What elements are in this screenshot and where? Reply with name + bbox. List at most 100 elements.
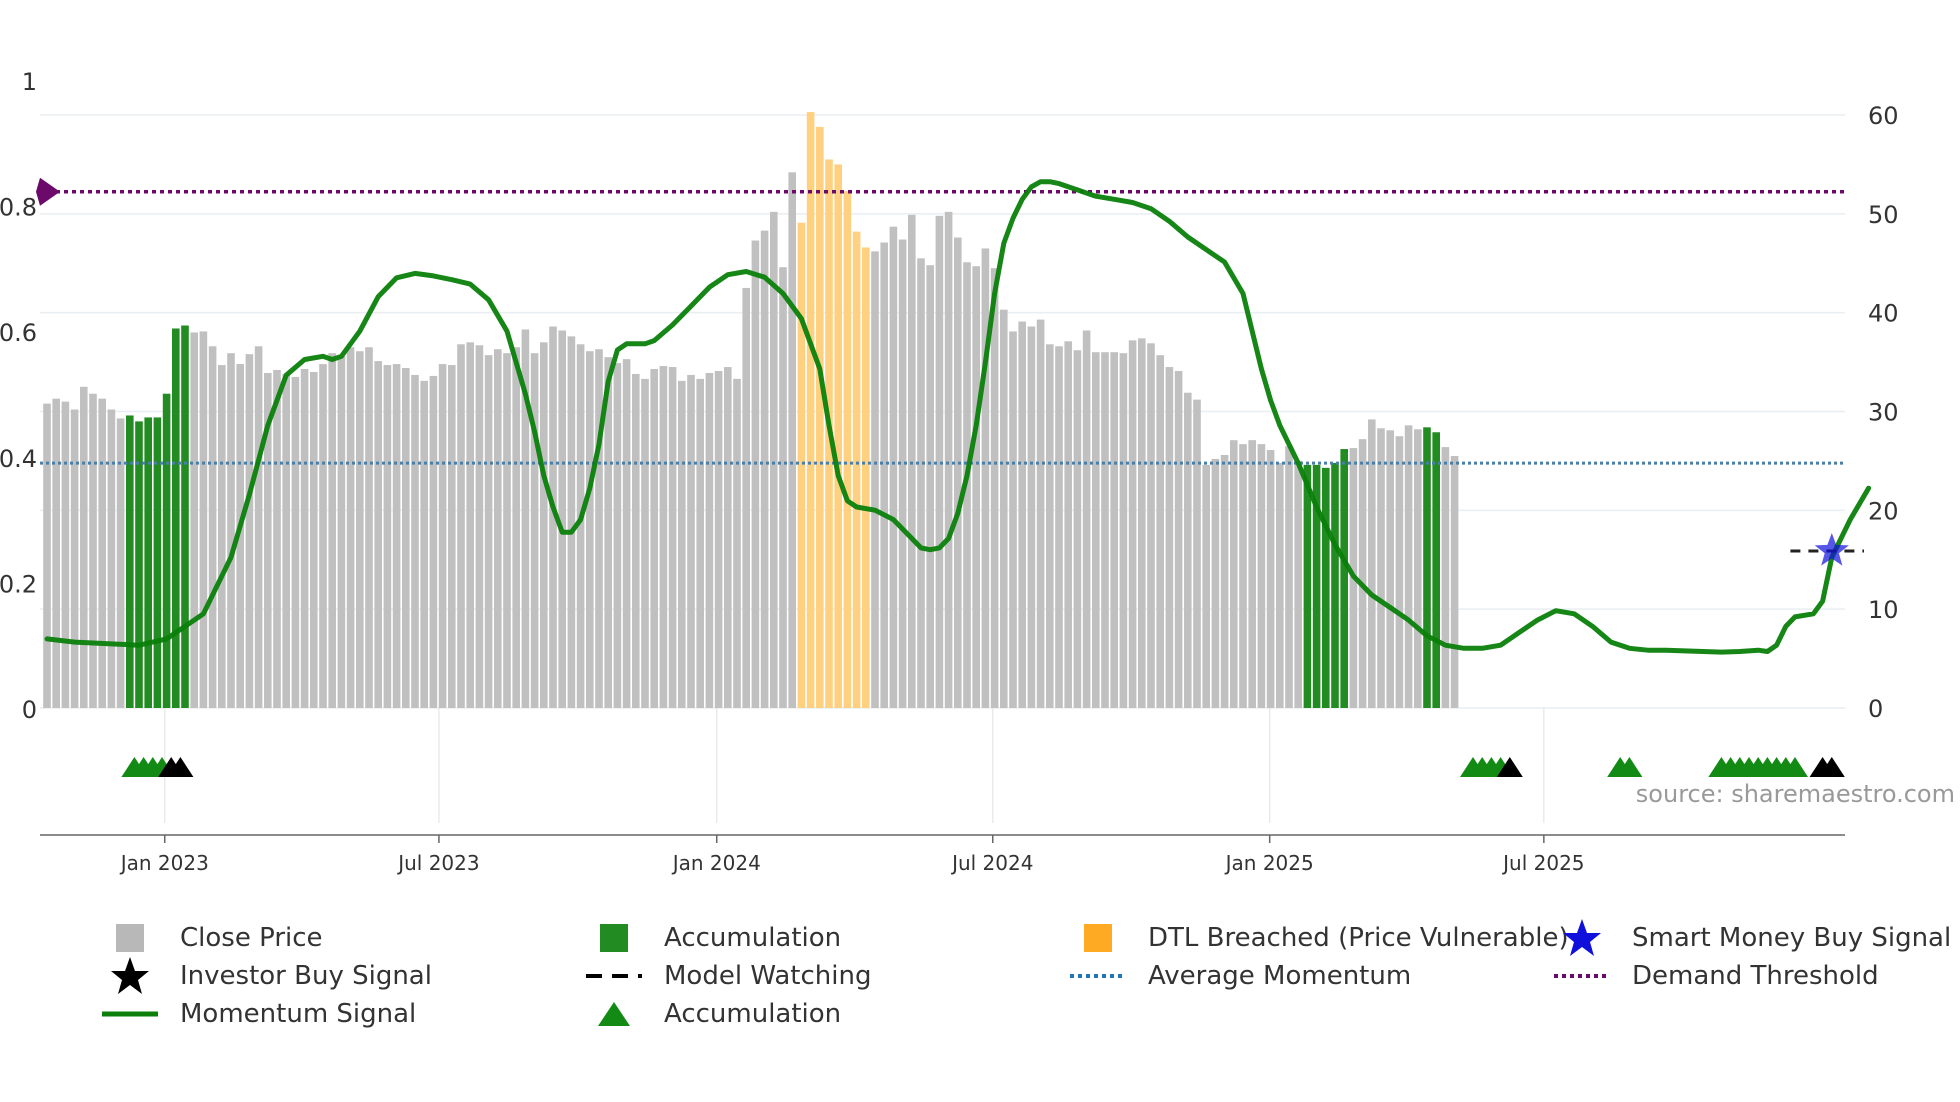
price-bar [1055, 346, 1063, 708]
price-bar [282, 373, 290, 708]
price-bar [1340, 449, 1348, 708]
price-bar [80, 386, 88, 708]
price-bar [227, 353, 235, 708]
price-bar [926, 265, 934, 708]
price-bar [1395, 436, 1404, 708]
legend-smart-money: Smart Money Buy Signal [1542, 919, 1951, 956]
price-bar [622, 359, 631, 708]
price-bar [724, 367, 732, 708]
price-bar [43, 403, 51, 708]
price-bar [705, 372, 714, 708]
price-bar [135, 421, 143, 708]
left-axis-tick-label: 0.4 [0, 445, 37, 473]
price-bar [273, 369, 281, 708]
price-bar [254, 346, 263, 708]
legend-accumulation-marker: Accumulation [574, 996, 841, 1032]
price-bar [742, 287, 750, 708]
price-bar [466, 342, 474, 708]
price-bar [788, 172, 796, 708]
right-axis-tick-label: 20 [1868, 497, 1899, 525]
price-bar [1092, 352, 1100, 708]
right-axis-tick-label: 10 [1868, 596, 1899, 624]
price-bar [1000, 309, 1008, 708]
price-bar [1230, 440, 1238, 708]
demand-threshold-marker [36, 177, 60, 206]
price-bar [291, 376, 300, 708]
price-bar [1432, 432, 1440, 708]
legend: Close Price Accumulation DTL Breached (P… [90, 919, 1951, 1060]
price-bar [1119, 353, 1128, 708]
price-bar [1322, 467, 1330, 708]
price-bar [1257, 444, 1266, 708]
price-bar [530, 353, 539, 708]
price-bar [678, 380, 686, 708]
price-bar [1294, 460, 1302, 708]
price-bar [834, 164, 842, 708]
price-bar [1266, 450, 1275, 708]
price-bar [908, 214, 916, 709]
price-bar [98, 398, 106, 708]
price-bar [981, 248, 990, 709]
price-bar [346, 347, 355, 708]
price-bar [1128, 340, 1137, 708]
accumulation-triangle-icon [1782, 757, 1808, 777]
right-axis-tick-label: 50 [1868, 201, 1899, 229]
price-bar [549, 326, 557, 708]
price-bar [1073, 350, 1082, 708]
left-axis-tick-label: 0 [22, 696, 37, 724]
price-bar [1101, 352, 1109, 708]
price-bar [659, 366, 668, 708]
price-bar [199, 331, 208, 708]
price-bar [162, 393, 171, 708]
price-bar [852, 231, 861, 708]
price-bar [116, 418, 125, 708]
left-axis-tick-label: 1 [22, 68, 37, 96]
smart-money-star-icon [1814, 533, 1849, 566]
price-bar [503, 353, 511, 708]
accumulation-triangle-icon [1616, 757, 1643, 777]
price-bar [1386, 430, 1394, 708]
right-axis-tick-label: 0 [1868, 695, 1883, 723]
price-bar [954, 237, 962, 708]
price-bar [337, 356, 346, 708]
price-bar [558, 330, 566, 708]
left-axis-tick-label: 0.6 [0, 319, 37, 347]
price-bar [1450, 455, 1459, 708]
price-bar [107, 409, 116, 708]
price-bar [1368, 419, 1376, 708]
x-axis-tick-label: Jan 2024 [671, 851, 761, 875]
price-bar [512, 347, 520, 708]
price-bar [779, 267, 787, 708]
price-bar [632, 373, 640, 708]
price-bar [733, 378, 741, 708]
investor-buy-triangle-icon [167, 757, 194, 777]
signal-markers [121, 533, 1864, 777]
accumulation-swatch [600, 924, 628, 952]
legend-demand-threshold: Demand Threshold [1542, 958, 1879, 994]
price-bar [1312, 464, 1321, 708]
price-bar [687, 374, 695, 708]
price-bar [917, 258, 925, 708]
x-axis-tick-label: Jan 2023 [119, 851, 209, 875]
legend-close-price: Close Price [90, 920, 323, 956]
price-bar [760, 230, 769, 708]
price-bar [1423, 427, 1431, 708]
x-axis-tick-label: Jan 2025 [1224, 851, 1314, 875]
price-bar [153, 417, 162, 708]
price-bar [714, 370, 723, 708]
price-bar [208, 346, 217, 708]
star-icon [111, 957, 149, 994]
price-bar [438, 364, 447, 708]
price-bar [365, 347, 373, 708]
price-bar [1211, 458, 1220, 708]
dotted-line-icon [1554, 974, 1610, 978]
price-bar [1156, 355, 1164, 708]
close-price-swatch [116, 924, 144, 952]
triangle-up-icon [598, 1002, 630, 1026]
price-bar [264, 372, 272, 708]
legend-average-momentum: Average Momentum [1058, 958, 1411, 994]
price-bars [43, 112, 1459, 709]
price-bar [383, 365, 392, 708]
price-bar [1184, 392, 1192, 708]
